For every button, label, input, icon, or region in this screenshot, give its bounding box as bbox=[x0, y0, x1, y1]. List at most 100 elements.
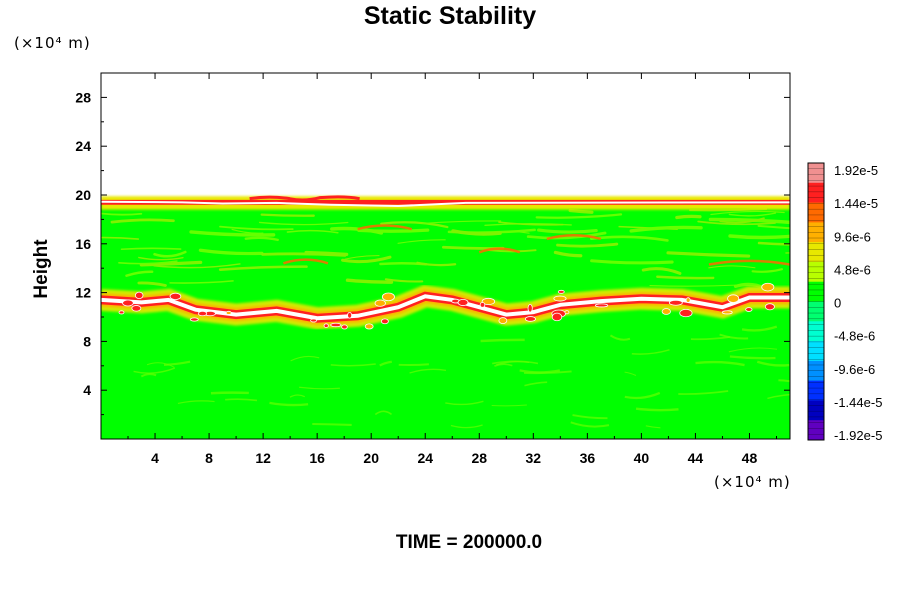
colorbar-swatch bbox=[808, 182, 824, 204]
field-streak bbox=[269, 401, 309, 407]
trop-blob bbox=[134, 291, 144, 300]
trop-blob bbox=[118, 310, 125, 315]
field-streak bbox=[556, 242, 619, 248]
field-streak bbox=[494, 363, 513, 367]
field-streak bbox=[535, 213, 623, 219]
field-streak bbox=[719, 333, 749, 340]
colorbar-swatch bbox=[808, 301, 824, 322]
field-streak bbox=[609, 334, 631, 341]
field-streak bbox=[741, 325, 778, 332]
y-tick-label: 8 bbox=[83, 333, 91, 349]
trop-blob bbox=[721, 310, 733, 315]
trop-blob bbox=[341, 324, 348, 330]
colorbar-label: -1.92e-5 bbox=[834, 428, 882, 443]
field-streak bbox=[697, 220, 776, 226]
field-streak bbox=[219, 225, 294, 231]
stability-field bbox=[101, 195, 790, 439]
x-tick-label: 48 bbox=[742, 450, 758, 466]
top-boundary-layer bbox=[101, 195, 790, 210]
colorbar-swatch bbox=[808, 400, 824, 421]
top-band-bump bbox=[249, 195, 360, 202]
trop-blob bbox=[323, 323, 329, 328]
colorbar-label: -9.6e-6 bbox=[834, 362, 875, 377]
field-streak bbox=[120, 247, 182, 251]
y-tick-label: 4 bbox=[83, 382, 91, 398]
field-streak bbox=[719, 217, 765, 224]
field-streak bbox=[519, 369, 561, 374]
field-streak bbox=[101, 236, 140, 240]
field-streak bbox=[710, 210, 785, 216]
x-tick-label: 16 bbox=[309, 450, 325, 466]
field-streak bbox=[778, 379, 790, 383]
colorbar-swatch bbox=[808, 360, 824, 382]
field-streak bbox=[526, 231, 607, 240]
colorbar-label: 4.8e-6 bbox=[834, 262, 871, 277]
trop-blob bbox=[169, 292, 182, 300]
field-streak bbox=[330, 363, 376, 367]
field-streak bbox=[767, 393, 790, 400]
trop-blob bbox=[679, 308, 693, 318]
x-tick-label: 44 bbox=[688, 450, 704, 466]
colorbar-swatch bbox=[808, 420, 824, 441]
field-streak bbox=[198, 248, 264, 256]
x-tick-label: 20 bbox=[363, 450, 379, 466]
field-streak bbox=[570, 421, 610, 428]
x-tick-label: 40 bbox=[634, 450, 650, 466]
top-band-red bbox=[101, 199, 790, 205]
x-tick-label: 28 bbox=[471, 450, 487, 466]
trop-blob bbox=[225, 310, 232, 315]
x-tick-label: 4 bbox=[151, 450, 159, 466]
trop-blob bbox=[764, 303, 775, 311]
field-streak bbox=[656, 275, 715, 280]
trop-blob bbox=[131, 305, 142, 312]
trop-blob bbox=[761, 282, 775, 292]
field-streak bbox=[163, 360, 191, 367]
x-tick-label: 24 bbox=[417, 450, 433, 466]
field-streak bbox=[635, 407, 679, 412]
field-streak bbox=[225, 398, 258, 402]
field-streak bbox=[210, 391, 249, 395]
y-axis-label: Height bbox=[31, 239, 52, 299]
trop-blob bbox=[524, 316, 536, 322]
field-streak bbox=[624, 371, 637, 376]
trop-blob bbox=[553, 295, 567, 302]
trop-blob bbox=[479, 302, 486, 308]
field-streak bbox=[289, 394, 306, 398]
x-tick-label: 36 bbox=[580, 450, 596, 466]
y-tick-label: 12 bbox=[75, 285, 91, 301]
field-streak bbox=[422, 220, 502, 224]
field-streak bbox=[451, 229, 502, 236]
field-streak bbox=[299, 386, 340, 390]
mid-streak bbox=[282, 258, 329, 265]
colorbar-label: -1.44e-5 bbox=[834, 395, 882, 410]
field-streak bbox=[218, 265, 308, 271]
field-streak bbox=[138, 256, 184, 261]
field-streak bbox=[624, 391, 661, 400]
field-streak bbox=[728, 212, 777, 217]
y-tick-label: 16 bbox=[75, 236, 91, 252]
field-streak bbox=[666, 251, 751, 258]
field-streak bbox=[537, 228, 598, 234]
field-streak bbox=[380, 221, 449, 229]
field-streak bbox=[480, 338, 525, 343]
trop-blob bbox=[661, 308, 671, 315]
field-streak bbox=[524, 381, 548, 387]
field-streak bbox=[374, 410, 393, 416]
trop-blob bbox=[457, 298, 469, 306]
x-tick-label: 32 bbox=[526, 450, 542, 466]
colorbar-swatch bbox=[808, 163, 824, 184]
field-streak bbox=[258, 221, 349, 226]
y-axis: 4 8 12 16 20 24 28 bbox=[75, 89, 790, 416]
trop-blob bbox=[481, 297, 496, 306]
y-tick-label: 24 bbox=[75, 138, 91, 154]
field-streak bbox=[649, 284, 741, 287]
field-streak bbox=[118, 260, 178, 265]
mid-streak bbox=[546, 234, 602, 241]
trop-blob bbox=[189, 317, 199, 322]
plot-frame bbox=[100, 72, 791, 440]
trop-blob bbox=[374, 299, 386, 307]
trop-blob bbox=[197, 311, 208, 317]
field-streak bbox=[384, 278, 424, 283]
field-streak bbox=[177, 400, 215, 404]
